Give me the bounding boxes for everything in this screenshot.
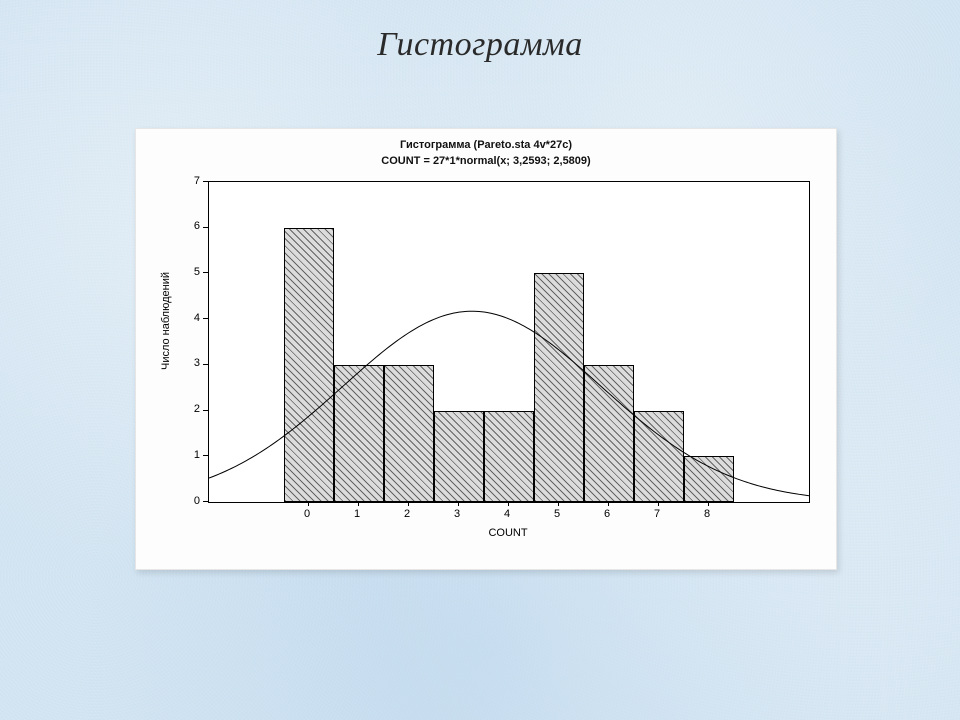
x-tick-label: 5 — [554, 508, 560, 520]
histogram-bar — [634, 411, 684, 502]
histogram-bar — [484, 411, 534, 502]
histogram-bar — [684, 456, 734, 502]
x-tick-label: 8 — [704, 508, 710, 520]
y-axis-label: Число наблюдений — [160, 241, 172, 401]
y-tick-mark — [203, 272, 208, 273]
y-tick-mark — [203, 455, 208, 456]
y-tick-mark — [203, 318, 208, 319]
y-tick-label: 6 — [194, 220, 200, 232]
y-tick-mark — [203, 364, 208, 365]
slide-title: Гистограмма — [0, 0, 960, 64]
y-tick-mark — [203, 410, 208, 411]
x-axis-label: COUNT — [208, 527, 808, 539]
y-tick-label: 4 — [194, 312, 200, 324]
x-tick-label: 7 — [654, 508, 660, 520]
x-tick-label: 3 — [454, 508, 460, 520]
x-tick-mark — [408, 501, 409, 506]
y-tick-label: 5 — [194, 266, 200, 278]
x-tick-label: 2 — [404, 508, 410, 520]
chart-title: Гистограмма (Pareto.sta 4v*27c) — [136, 139, 836, 151]
histogram-bar — [534, 273, 584, 502]
x-tick-mark — [458, 501, 459, 506]
histogram-bar — [384, 365, 434, 502]
x-tick-mark — [658, 501, 659, 506]
x-tick-label: 0 — [304, 508, 310, 520]
plot-area — [208, 181, 810, 503]
y-tick-label: 7 — [194, 175, 200, 187]
x-tick-mark — [608, 501, 609, 506]
y-tick-label: 2 — [194, 403, 200, 415]
y-tick-mark — [203, 181, 208, 182]
x-tick-label: 1 — [354, 508, 360, 520]
histogram-bar — [584, 365, 634, 502]
histogram-bar — [434, 411, 484, 502]
x-tick-mark — [358, 501, 359, 506]
y-tick-label: 1 — [194, 449, 200, 461]
x-tick-label: 4 — [504, 508, 510, 520]
x-tick-mark — [308, 501, 309, 506]
y-tick-mark — [203, 227, 208, 228]
y-tick-label: 0 — [194, 495, 200, 507]
x-tick-mark — [708, 501, 709, 506]
histogram-bar — [334, 365, 384, 502]
x-tick-mark — [558, 501, 559, 506]
x-tick-label: 6 — [604, 508, 610, 520]
x-tick-mark — [508, 501, 509, 506]
y-tick-label: 3 — [194, 357, 200, 369]
y-tick-mark — [203, 501, 208, 502]
chart-subtitle: COUNT = 27*1*normal(x; 3,2593; 2,5809) — [136, 155, 836, 167]
histogram-bar — [284, 228, 334, 502]
chart-panel: Гистограмма (Pareto.sta 4v*27c) COUNT = … — [135, 128, 837, 570]
